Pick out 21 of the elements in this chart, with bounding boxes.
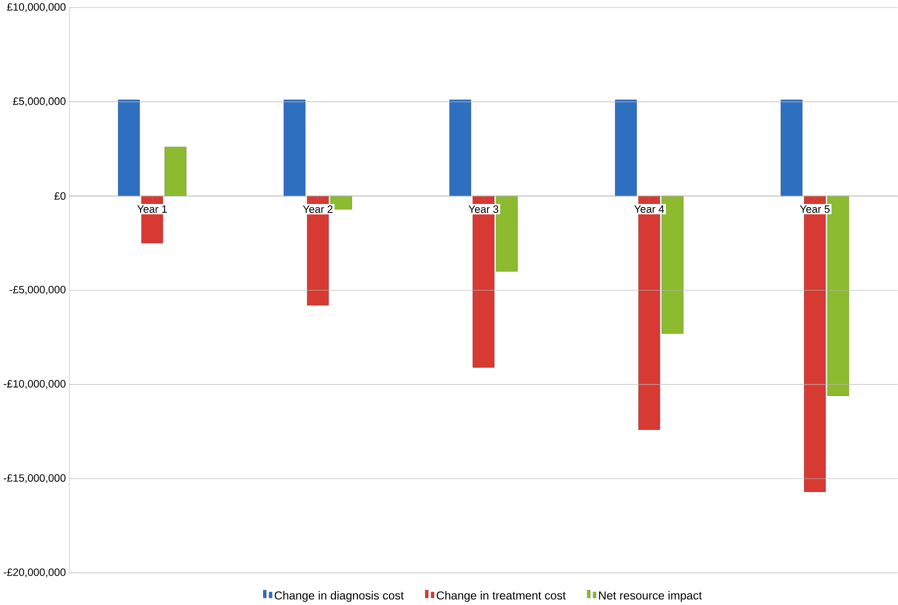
legend-label: Change in diagnosis cost: [274, 591, 404, 602]
bar: [449, 100, 472, 196]
bar: [780, 100, 802, 196]
bar: [118, 100, 140, 196]
bar: [284, 100, 306, 196]
x-tick-label: Year 2: [302, 206, 333, 214]
y-tick-label: -£20,000,000: [4, 568, 66, 578]
y-tick-label: £5,000,000: [12, 98, 66, 106]
y-tick-label: £10,000,000: [7, 3, 66, 12]
x-tick-label: Year 4: [634, 206, 664, 213]
y-tick-label: -£5,000,000: [10, 286, 66, 295]
x-tick-label: Year 3: [468, 206, 498, 214]
y-tick-label: -£15,000,000: [4, 474, 66, 484]
bar: [164, 146, 186, 196]
x-tick-label: Year 1: [137, 206, 167, 213]
y-tick-label: £0: [54, 192, 66, 200]
x-tick-label: Year 5: [800, 206, 830, 213]
bar: [615, 100, 637, 196]
legend-label: Net resource impact: [599, 591, 702, 602]
legend-label: Change in treatment cost: [436, 591, 566, 602]
y-tick-label: -£10,000,000: [4, 380, 66, 389]
